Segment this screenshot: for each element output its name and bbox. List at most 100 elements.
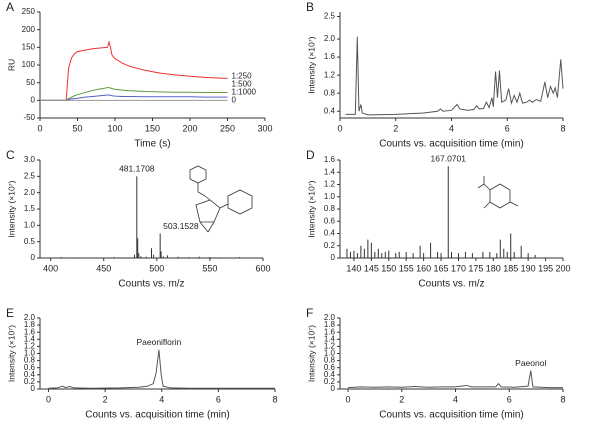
x-tick-label: 6 bbox=[216, 394, 221, 404]
x-tick-label: 4 bbox=[449, 123, 454, 133]
y-tick-label: 1.8 bbox=[324, 320, 336, 329]
x-tick-label: 160 bbox=[416, 263, 431, 273]
x-tick-label: 100 bbox=[107, 123, 122, 133]
y-tick-label: 0.8 bbox=[324, 88, 336, 97]
x-tick-label: 500 bbox=[149, 263, 164, 273]
x-axis-title: Counts vs. m/z bbox=[418, 279, 484, 290]
x-tick-label: 600 bbox=[255, 263, 270, 273]
x-tick-label: 250 bbox=[220, 123, 235, 133]
y-axis-title: Intensity (×10⁷) bbox=[6, 180, 16, 237]
y-tick-label: 0.6 bbox=[324, 363, 336, 372]
x-tick-label: 2 bbox=[399, 394, 404, 404]
x-tick-label: 400 bbox=[43, 263, 58, 273]
y-tick-label: 0.8 bbox=[324, 356, 336, 365]
y-tick-label: 2.0 bbox=[24, 313, 36, 322]
x-tick-label: 4 bbox=[159, 394, 164, 404]
x-tick-label: 190 bbox=[521, 263, 536, 273]
y-tick-label: 50 bbox=[26, 78, 35, 87]
series-label: 0 bbox=[232, 95, 237, 104]
y-axis-title: RU bbox=[6, 59, 16, 71]
annotation: 503.1528 bbox=[163, 221, 199, 231]
y-tick-label: 150 bbox=[22, 42, 36, 51]
y-tick-label: 0.2 bbox=[24, 377, 36, 386]
y-tick-label: 0 bbox=[31, 95, 36, 104]
x-tick-label: 2 bbox=[103, 394, 108, 404]
y-tick-label: 0.6 bbox=[24, 363, 36, 372]
y-tick-label: 0.6 bbox=[324, 216, 336, 225]
x-tick-label: 6 bbox=[505, 123, 510, 133]
x-tick-label: 50 bbox=[72, 123, 82, 133]
x-tick-label: 0 bbox=[337, 123, 342, 133]
annotation: 167.0701 bbox=[431, 153, 467, 163]
x-tick-label: 150 bbox=[381, 263, 396, 273]
x-tick-label: 195 bbox=[538, 263, 553, 273]
x-tick-label: 300 bbox=[257, 123, 272, 133]
x-tick-label: 140 bbox=[346, 263, 361, 273]
y-tick-label: 1.2 bbox=[24, 342, 36, 351]
panel-label: C bbox=[6, 148, 15, 162]
y-axis-title: Intensity (×10⁷) bbox=[306, 325, 316, 382]
y-tick-label: 0.4 bbox=[324, 370, 336, 379]
line bbox=[40, 87, 228, 101]
y-tick-label: 1.2 bbox=[324, 70, 336, 79]
y-tick-label: 1.0 bbox=[324, 192, 336, 201]
y-tick-label: 1.2 bbox=[324, 342, 336, 351]
y-tick-label: 1.0 bbox=[24, 220, 36, 229]
x-tick-label: 0 bbox=[346, 394, 351, 404]
structure-c bbox=[189, 165, 253, 233]
y-axis-title: Intensity (×10⁷) bbox=[306, 180, 316, 237]
x-axis-title: Counts vs. acquisition time (min) bbox=[379, 410, 524, 421]
x-axis-title: Time (s) bbox=[134, 139, 170, 150]
structure-d bbox=[477, 176, 519, 209]
y-tick-label: 2.5 bbox=[24, 171, 36, 180]
panel-label: F bbox=[306, 306, 313, 320]
y-tick-label: 100 bbox=[22, 60, 36, 69]
x-tick-label: 4 bbox=[453, 394, 458, 404]
y-tick-label: 1.0 bbox=[324, 349, 336, 358]
y-tick-label: 2.0 bbox=[24, 188, 36, 197]
series-label: 1:250 bbox=[232, 71, 253, 80]
line bbox=[40, 94, 228, 101]
x-tick-label: 150 bbox=[145, 123, 160, 133]
y-tick-label: 1.6 bbox=[24, 327, 36, 336]
y-tick-label: 0 bbox=[331, 384, 336, 393]
annotation: Paeonol bbox=[515, 358, 546, 368]
x-tick-label: 450 bbox=[96, 263, 111, 273]
y-tick-label: 3.0 bbox=[24, 155, 36, 164]
y-tick-label: 1.5 bbox=[24, 204, 36, 213]
x-tick-label: 8 bbox=[272, 394, 277, 404]
x-tick-label: 170 bbox=[451, 263, 466, 273]
x-tick-label: 155 bbox=[399, 263, 414, 273]
x-tick-label: 165 bbox=[434, 263, 449, 273]
annotation: 481.1708 bbox=[119, 164, 155, 174]
y-tick-label: -50 bbox=[23, 113, 35, 122]
x-axis-title: Counts vs. acquisition time (min) bbox=[379, 139, 524, 150]
x-axis-title: Counts vs. acquisition time (min) bbox=[85, 410, 230, 421]
y-tick-label: 1.2 bbox=[324, 180, 336, 189]
y-axis-title: Intensity (×10⁷) bbox=[306, 36, 316, 93]
x-tick-label: 200 bbox=[182, 123, 197, 133]
y-tick-label: 0.8 bbox=[324, 204, 336, 213]
y-tick-label: 1.6 bbox=[324, 327, 336, 336]
y-tick-label: 0.2 bbox=[324, 241, 336, 250]
y-tick-label: 1.0 bbox=[24, 349, 36, 358]
y-tick-label: 0.5 bbox=[24, 237, 36, 246]
y-tick-label: 1.6 bbox=[324, 52, 336, 61]
x-tick-label: 180 bbox=[486, 263, 501, 273]
panel-label: A bbox=[6, 0, 14, 14]
line bbox=[48, 349, 275, 389]
x-tick-label: 0 bbox=[37, 123, 42, 133]
series-label: 1:500 bbox=[232, 79, 253, 88]
annotation: Paeoniflorin bbox=[136, 337, 181, 347]
x-tick-label: 8 bbox=[560, 123, 565, 133]
line bbox=[40, 40, 228, 101]
x-tick-label: 200 bbox=[555, 263, 570, 273]
y-tick-label: 1.4 bbox=[324, 167, 336, 176]
y-tick-label: 1.6 bbox=[324, 155, 336, 164]
panel-label: D bbox=[306, 148, 315, 162]
y-tick-label: 0 bbox=[31, 384, 36, 393]
y-axis-title: Intensity (×10⁷) bbox=[6, 325, 16, 382]
y-tick-label: 1.4 bbox=[24, 334, 36, 343]
y-tick-label: 0.4 bbox=[324, 229, 336, 238]
